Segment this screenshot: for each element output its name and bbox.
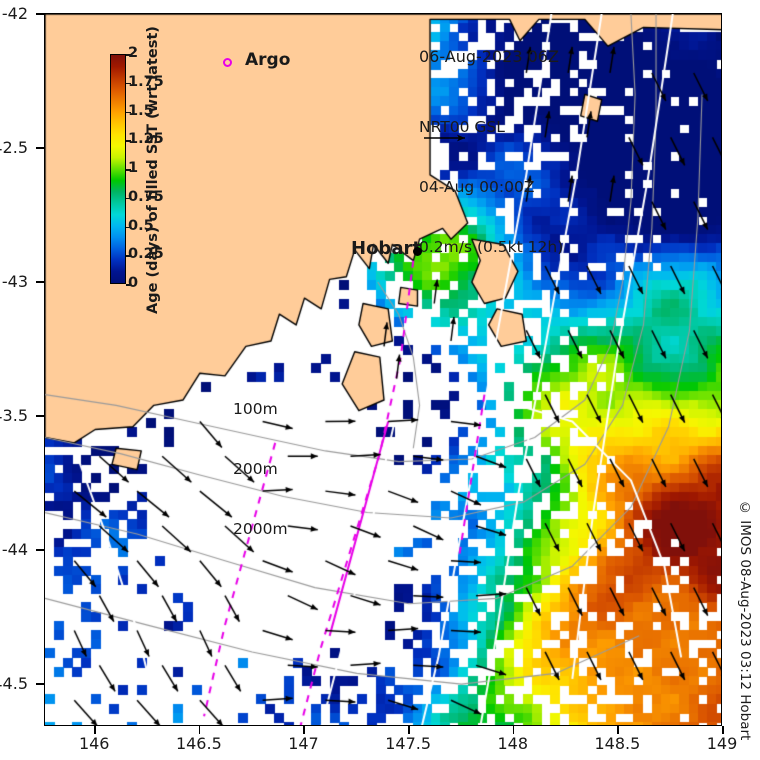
colorbar-tick-label: 1.25	[128, 131, 164, 148]
valid-time-label: 06-Aug-2023 06Z	[419, 47, 559, 66]
y-axis-tickmark	[36, 13, 44, 15]
colorbar-tickmark	[126, 255, 131, 257]
colorbar-tick-label: 0	[128, 275, 139, 291]
colorbar-tickmark	[126, 169, 131, 171]
y-axis-tickmark	[36, 549, 44, 551]
colorbar-tick-label: 2	[128, 45, 139, 61]
colorbar-tickmark	[126, 226, 131, 228]
map-clip	[45, 14, 721, 725]
model-info-block: NRT00 GSL 04-Aug 00:00Z 0.2m/s (0.5kt 12…	[419, 77, 563, 297]
hobart-city-marker-icon	[413, 247, 422, 256]
colorbar-tick-label: 0.25	[128, 246, 164, 263]
vector-scale-label: 0.2m/s (0.5kt 12h)	[419, 238, 564, 256]
y-axis-tick-label: -42.5	[0, 138, 28, 158]
colorbar-tickmark	[126, 54, 131, 56]
colorbar-tick-label: 1.75	[128, 73, 164, 90]
model-time-label: 04-Aug 00:00Z	[419, 178, 535, 196]
colorbar-tickmark	[126, 82, 131, 85]
x-axis-tick-label: 149	[706, 734, 738, 753]
copyright-label: © IMOS 08-Aug-2023 03:12 Hobart	[737, 500, 753, 741]
vector-scale-arrow-icon	[424, 134, 465, 142]
colorbar-tickmark	[126, 111, 131, 113]
bathymetry-legend-block: 100m 200m 2000m	[233, 359, 288, 579]
x-axis-tickmark	[198, 726, 201, 734]
y-axis-tick-label: -44	[1, 540, 28, 560]
x-axis-tick-label: 148	[497, 734, 528, 753]
colorbar-gradient	[110, 54, 126, 284]
x-axis-tickmark	[94, 726, 96, 734]
colorbar-tickmark	[126, 284, 131, 286]
x-axis-tick-label: 146	[78, 734, 110, 753]
depth-label-2000m: 2000m	[233, 520, 288, 538]
x-axis-tickmark	[512, 726, 515, 734]
argo-legend-label: Argo	[245, 50, 291, 70]
y-axis-tickmark	[36, 147, 44, 149]
depth-label-200m: 200m	[233, 460, 278, 478]
depth-label-100m: 100m	[233, 400, 278, 418]
y-axis-tick-label: -44.5	[0, 674, 28, 694]
y-axis-tick-label: -43.5	[0, 406, 28, 426]
hobart-city-label: Hobart	[351, 238, 421, 259]
colorbar-tickmark	[126, 140, 131, 142]
x-axis-tick-label: 147	[288, 734, 319, 753]
x-axis-tickmark	[303, 726, 305, 734]
map-plot-area[interactable]: Argo 06-Aug-2023 06Z NRT00 GSL 04-Aug 00…	[44, 13, 722, 726]
y-axis-tickmark	[36, 281, 44, 283]
sst-age-heatmap-canvas	[45, 14, 721, 725]
model-name-label: NRT00 GSL	[419, 118, 505, 136]
colorbar-tickmark	[126, 197, 131, 200]
x-axis-tick-label: 146.5	[175, 734, 222, 753]
y-axis-tickmark	[36, 683, 44, 685]
x-axis-tickmark	[408, 726, 410, 734]
colorbar-tick-label: 1	[128, 160, 139, 176]
x-axis-tick-label: 147.5	[385, 734, 432, 753]
colorbar-tick-label: 0.5	[128, 217, 154, 234]
x-axis-tickmark	[617, 726, 619, 734]
colorbar-tick-label: 0.75	[128, 188, 164, 205]
argo-legend-marker-icon	[223, 58, 232, 67]
x-axis-tick-label: 148.5	[594, 734, 641, 753]
y-axis-tick-label: -43	[1, 272, 28, 292]
y-axis-tick-label: -42	[1, 4, 28, 23]
y-axis-tickmark	[36, 415, 44, 417]
colorbar-tick-label: 1.5	[128, 102, 154, 119]
x-axis-tickmark	[722, 726, 724, 734]
